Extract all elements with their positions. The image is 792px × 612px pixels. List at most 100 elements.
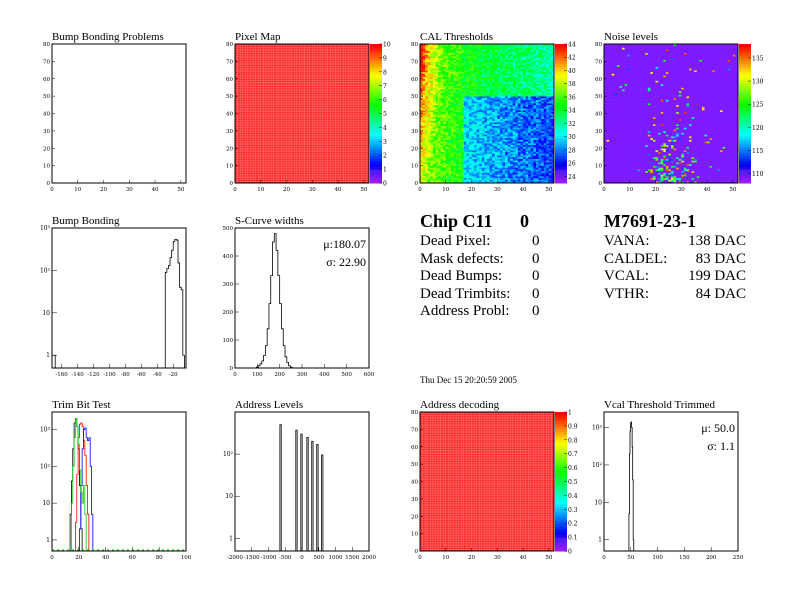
heatmap-cell — [461, 56, 465, 59]
heatmap-cell — [440, 111, 444, 114]
heatmap-cell — [523, 122, 526, 125]
heatmap-cell — [487, 71, 490, 74]
heatmap-cell — [466, 116, 470, 120]
heatmap-cell — [471, 144, 475, 147]
heatmap-cell — [474, 113, 477, 116]
heatmap-cell — [432, 155, 436, 158]
heatmap-cell — [492, 176, 496, 179]
heatmap-cell — [520, 160, 524, 163]
heatmap-cell — [489, 61, 493, 64]
heatmap-cell — [448, 87, 452, 90]
heatmap-cell — [497, 118, 501, 121]
heatmap-cell — [487, 167, 490, 170]
palette-bin — [555, 105, 567, 109]
heatmap-cell — [432, 103, 436, 106]
heatmap-cell — [541, 103, 544, 106]
heatmap-cell — [517, 132, 521, 135]
heatmap-cell — [438, 146, 441, 149]
heatmap-cell — [461, 163, 465, 166]
heatmap-cell — [435, 127, 439, 130]
heatmap-cell — [458, 172, 462, 175]
heatmap-cell — [538, 143, 542, 146]
heatmap-cell — [505, 101, 508, 104]
heatmap-cell — [463, 123, 467, 126]
heatmap-cell — [476, 155, 480, 158]
heatmap-cell — [468, 137, 472, 140]
heatmap-cell — [533, 82, 537, 85]
heatmap-cell — [492, 92, 496, 95]
heatmap-cell — [614, 71, 618, 74]
heatmap-cell — [517, 87, 521, 90]
heatmap-cell — [541, 73, 544, 76]
heatmap-cell — [492, 96, 496, 99]
heatmap-cell — [489, 83, 493, 86]
heatmap-cell — [546, 144, 550, 147]
heatmap-cell — [456, 110, 459, 113]
heatmap-cell — [533, 97, 537, 100]
heatmap-cell — [432, 151, 436, 154]
heatmap-cell — [523, 158, 526, 161]
heatmap-cell — [445, 49, 449, 52]
heatmap-cell — [463, 155, 467, 158]
heatmap-cell — [487, 115, 490, 118]
heatmap-cell — [512, 144, 516, 147]
heatmap-cell — [461, 85, 465, 88]
heatmap-cell — [463, 85, 467, 88]
heatmap-cell — [515, 160, 519, 163]
heatmap-cell — [427, 177, 431, 180]
heatmap-cell — [611, 78, 615, 81]
heatmap-cell — [606, 64, 610, 67]
x-tick-label: 20 — [283, 187, 290, 193]
heatmap-cell — [604, 85, 607, 88]
heatmap-cell — [484, 179, 488, 182]
heatmap-cell — [494, 103, 498, 106]
palette-bin — [555, 141, 567, 145]
heatmap-cell — [535, 127, 539, 130]
heatmap-cell — [604, 123, 607, 126]
x-tick-label: 50 — [177, 187, 184, 193]
heatmap-cell — [494, 59, 498, 62]
palette-tick-label: 24 — [568, 174, 576, 181]
heatmap-cell — [604, 149, 607, 153]
heatmap-cell — [533, 111, 537, 114]
heatmap-cell — [548, 151, 552, 154]
heatmap-cell — [535, 44, 539, 47]
heatmap-cell — [520, 47, 524, 50]
heatmap-cell — [505, 106, 508, 109]
heatmap-cell — [474, 90, 477, 93]
heatmap-cell — [430, 172, 434, 175]
heatmap-cell — [507, 82, 511, 85]
heatmap-cell — [425, 139, 429, 142]
heatmap-cell — [438, 101, 441, 104]
heatmap-cell — [535, 99, 539, 102]
heatmap-cell — [479, 172, 483, 175]
palette-tick-label: 34 — [568, 108, 576, 115]
heatmap-cell — [481, 82, 485, 85]
y-tick-label: 30 — [411, 129, 418, 135]
heatmap-cell — [523, 82, 526, 85]
heatmap-cell — [548, 56, 552, 59]
heatmap-cell — [535, 83, 539, 86]
heatmap-cell — [471, 50, 475, 53]
heatmap-cell — [499, 103, 503, 106]
heatmap-cell — [525, 179, 529, 182]
heatmap-cell — [520, 94, 524, 97]
heatmap-cell — [530, 116, 534, 120]
heatmap-cell — [546, 163, 550, 166]
heatmap-cell — [458, 68, 462, 71]
heatmap-cell — [494, 49, 498, 52]
heatmap-cell — [463, 99, 467, 102]
heatmap-cell — [502, 160, 506, 163]
heatmap-cell — [515, 85, 519, 88]
heatmap-cell — [427, 123, 431, 126]
palette-bin — [555, 69, 567, 73]
heatmap-cell — [463, 44, 467, 47]
heatmap-cell — [432, 172, 436, 175]
heatmap-cell — [430, 162, 434, 165]
heatmap-cell — [461, 49, 465, 52]
heatmap-cell — [494, 101, 498, 104]
heatmap-cell — [438, 90, 441, 93]
heatmap-cell — [448, 85, 452, 88]
heatmap-cell — [445, 130, 449, 133]
